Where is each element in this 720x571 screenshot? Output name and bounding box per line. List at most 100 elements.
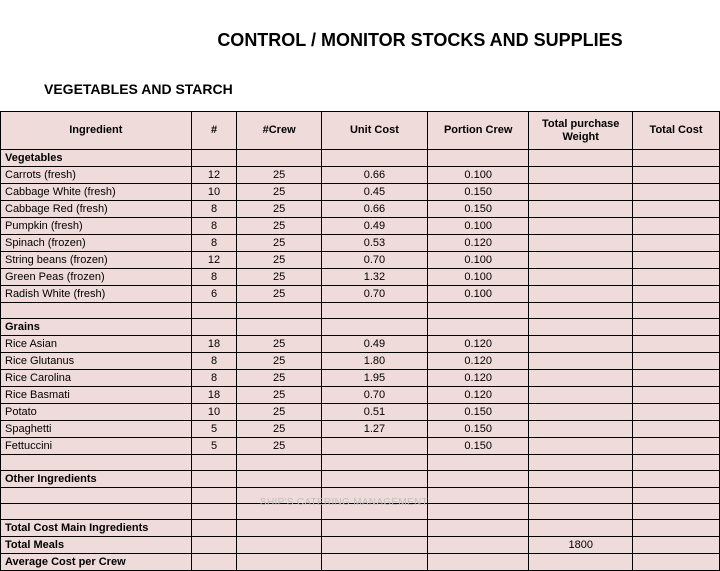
cell-ingredient: Vegetables <box>1 150 192 167</box>
cell-num: 8 <box>191 201 237 218</box>
cell-totalcost <box>633 421 720 438</box>
cell-ingredient: Radish White (fresh) <box>1 286 192 303</box>
page-title: CONTROL / MONITOR STOCKS AND SUPPLIES <box>0 0 720 63</box>
cell-num: 8 <box>191 269 237 286</box>
cell-crew: 25 <box>237 218 321 235</box>
cell-num: 10 <box>191 404 237 421</box>
cell-purchase <box>529 353 633 370</box>
cell-unitcost <box>321 303 427 319</box>
cell-purchase <box>529 336 633 353</box>
cell-portion <box>428 488 529 504</box>
cell-crew: 25 <box>237 353 321 370</box>
cell-purchase <box>529 252 633 269</box>
cell-totalcost <box>633 303 720 319</box>
cell-unitcost <box>321 471 427 488</box>
table-row: Carrots (fresh)12250.660.100 <box>1 167 720 184</box>
cell-crew <box>237 471 321 488</box>
cell-purchase <box>529 319 633 336</box>
table-row: Average Cost per Crew <box>1 554 720 571</box>
cell-purchase <box>529 201 633 218</box>
cell-num: 12 <box>191 167 237 184</box>
cell-purchase <box>529 370 633 387</box>
cell-portion: 0.150 <box>428 201 529 218</box>
cell-purchase <box>529 218 633 235</box>
cell-totalcost <box>633 150 720 167</box>
cell-crew <box>237 303 321 319</box>
cell-portion: 0.120 <box>428 235 529 252</box>
cell-purchase <box>529 455 633 471</box>
cell-portion: 0.150 <box>428 404 529 421</box>
cell-totalcost <box>633 455 720 471</box>
col-header-portion: Portion Crew <box>428 112 529 150</box>
cell-ingredient: Total Cost Main Ingredients <box>1 520 192 537</box>
cell-num: 18 <box>191 387 237 404</box>
cell-unitcost: 0.70 <box>321 252 427 269</box>
cell-ingredient: Green Peas (frozen) <box>1 269 192 286</box>
cell-ingredient: Carrots (fresh) <box>1 167 192 184</box>
cell-portion: 0.100 <box>428 269 529 286</box>
table-row: Rice Basmati18250.700.120 <box>1 387 720 404</box>
cell-num <box>191 537 237 554</box>
cell-ingredient: Average Cost per Crew <box>1 554 192 571</box>
cell-num: 5 <box>191 438 237 455</box>
cell-portion <box>428 303 529 319</box>
cell-crew: 25 <box>237 167 321 184</box>
cell-totalcost <box>633 520 720 537</box>
table-row: Grains <box>1 319 720 336</box>
cell-purchase <box>529 554 633 571</box>
cell-crew <box>237 455 321 471</box>
cell-crew: 25 <box>237 370 321 387</box>
cell-ingredient: Cabbage White (fresh) <box>1 184 192 201</box>
cell-totalcost <box>633 201 720 218</box>
table-row: Other Ingredients <box>1 471 720 488</box>
cell-crew: 25 <box>237 438 321 455</box>
table-row: Rice Asian18250.490.120 <box>1 336 720 353</box>
cell-purchase <box>529 471 633 488</box>
cell-totalcost <box>633 387 720 404</box>
cell-purchase <box>529 167 633 184</box>
cell-purchase <box>529 488 633 504</box>
col-header-ingredient: Ingredient <box>1 112 192 150</box>
cell-portion: 0.120 <box>428 336 529 353</box>
cell-totalcost <box>633 167 720 184</box>
cell-num: 18 <box>191 336 237 353</box>
cell-purchase <box>529 404 633 421</box>
cell-crew: 25 <box>237 404 321 421</box>
cell-portion <box>428 520 529 537</box>
cell-unitcost: 1.32 <box>321 269 427 286</box>
cell-ingredient: Rice Asian <box>1 336 192 353</box>
cell-crew: 25 <box>237 387 321 404</box>
cell-purchase <box>529 303 633 319</box>
cell-num: 8 <box>191 218 237 235</box>
table-row: Spinach (frozen)8250.530.120 <box>1 235 720 252</box>
cell-unitcost <box>321 520 427 537</box>
cell-purchase <box>529 421 633 438</box>
table-row: Fettuccini5250.150 <box>1 438 720 455</box>
cell-portion <box>428 537 529 554</box>
cell-totalcost <box>633 269 720 286</box>
cell-unitcost <box>321 455 427 471</box>
table-row: Radish White (fresh)6250.700.100 <box>1 286 720 303</box>
cell-crew <box>237 520 321 537</box>
cell-totalcost <box>633 404 720 421</box>
cell-crew: 25 <box>237 269 321 286</box>
cell-portion <box>428 554 529 571</box>
cell-unitcost <box>321 554 427 571</box>
cell-unitcost: 0.70 <box>321 387 427 404</box>
cell-num: 8 <box>191 235 237 252</box>
col-header-totalcost: Total Cost <box>633 112 720 150</box>
cell-crew: 25 <box>237 421 321 438</box>
cell-num <box>191 455 237 471</box>
cell-purchase <box>529 504 633 520</box>
cell-ingredient <box>1 504 192 520</box>
cell-crew: 25 <box>237 252 321 269</box>
cell-totalcost <box>633 554 720 571</box>
footer-text: SHIP'S CATERING MANAGEMENT <box>260 497 428 508</box>
cell-ingredient <box>1 488 192 504</box>
cell-unitcost: 0.51 <box>321 404 427 421</box>
cell-unitcost: 0.49 <box>321 218 427 235</box>
cell-num: 8 <box>191 353 237 370</box>
col-header-unitcost: Unit Cost <box>321 112 427 150</box>
cell-totalcost <box>633 504 720 520</box>
cell-ingredient: Total Meals <box>1 537 192 554</box>
